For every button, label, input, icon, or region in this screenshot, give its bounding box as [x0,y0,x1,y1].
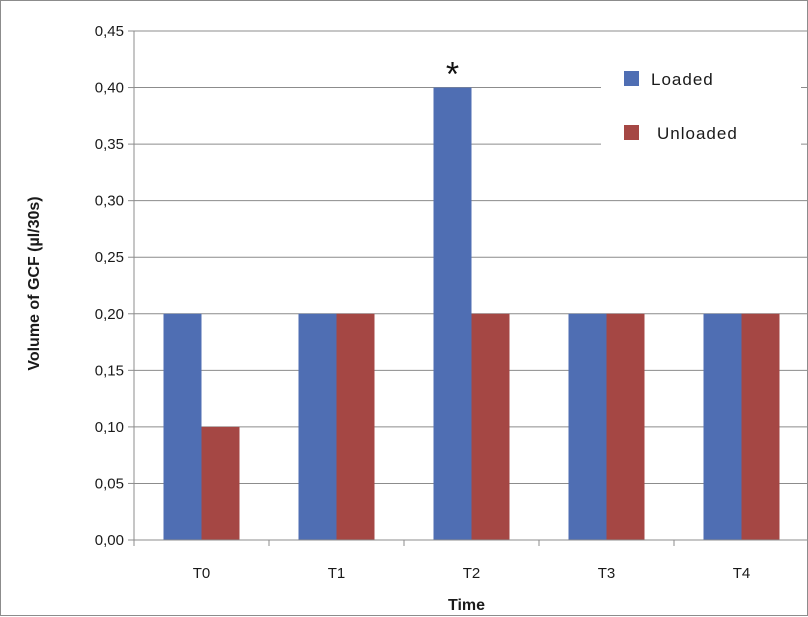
axes [133,31,808,541]
y-tick-label: 0,20 [95,306,124,323]
bar-unloaded-t3 [606,313,645,540]
legend-swatch-unloaded [624,125,639,140]
bar-loaded-t2 [433,87,472,541]
legend-label-loaded: Loaded [651,70,714,89]
legend: Loaded Unloaded [601,56,801,151]
bar-unloaded-t0 [201,426,240,540]
bar-loaded-t0 [163,313,202,540]
bar-unloaded-t2 [471,313,510,540]
legend-swatch-loaded [624,71,639,86]
bar-unloaded-t4 [741,313,780,540]
y-axis-title: Volume of GCF (µl/30s) [26,196,43,370]
y-tick-label: 0,45 [95,23,124,40]
x-tick-label: T0 [193,565,211,582]
x-tick-labels: T0 T1 T2 T3 T4 [193,565,751,582]
bar-loaded-t3 [568,313,607,540]
y-tick-label: 0,15 [95,362,124,379]
y-tick-label: 0,30 [95,193,124,210]
bars [163,87,780,541]
legend-label-unloaded: Unloaded [657,124,738,143]
bar-unloaded-t1 [336,313,375,540]
y-tick-label: 0,10 [95,419,124,436]
x-tick-label: T4 [733,565,751,582]
y-tick-labels: 0,00 0,05 0,10 0,15 0,20 0,25 0,30 0,35 0,40 0,45 [95,23,124,549]
annotations: * [446,56,459,94]
bar-loaded-t1 [298,313,337,540]
y-tick-label: 0,25 [95,249,124,266]
x-axis-title: Time [448,597,485,614]
y-tick-label: 0,35 [95,136,124,153]
significance-marker: * [446,56,459,94]
y-tick-label: 0,05 [95,475,124,492]
x-tick-label: T1 [328,565,346,582]
x-tick-label: T3 [598,565,616,582]
y-tick-label: 0,00 [95,532,124,549]
bar-loaded-t4 [703,313,742,540]
y-tick-label: 0,40 [95,80,124,97]
x-tick-label: T2 [463,565,481,582]
